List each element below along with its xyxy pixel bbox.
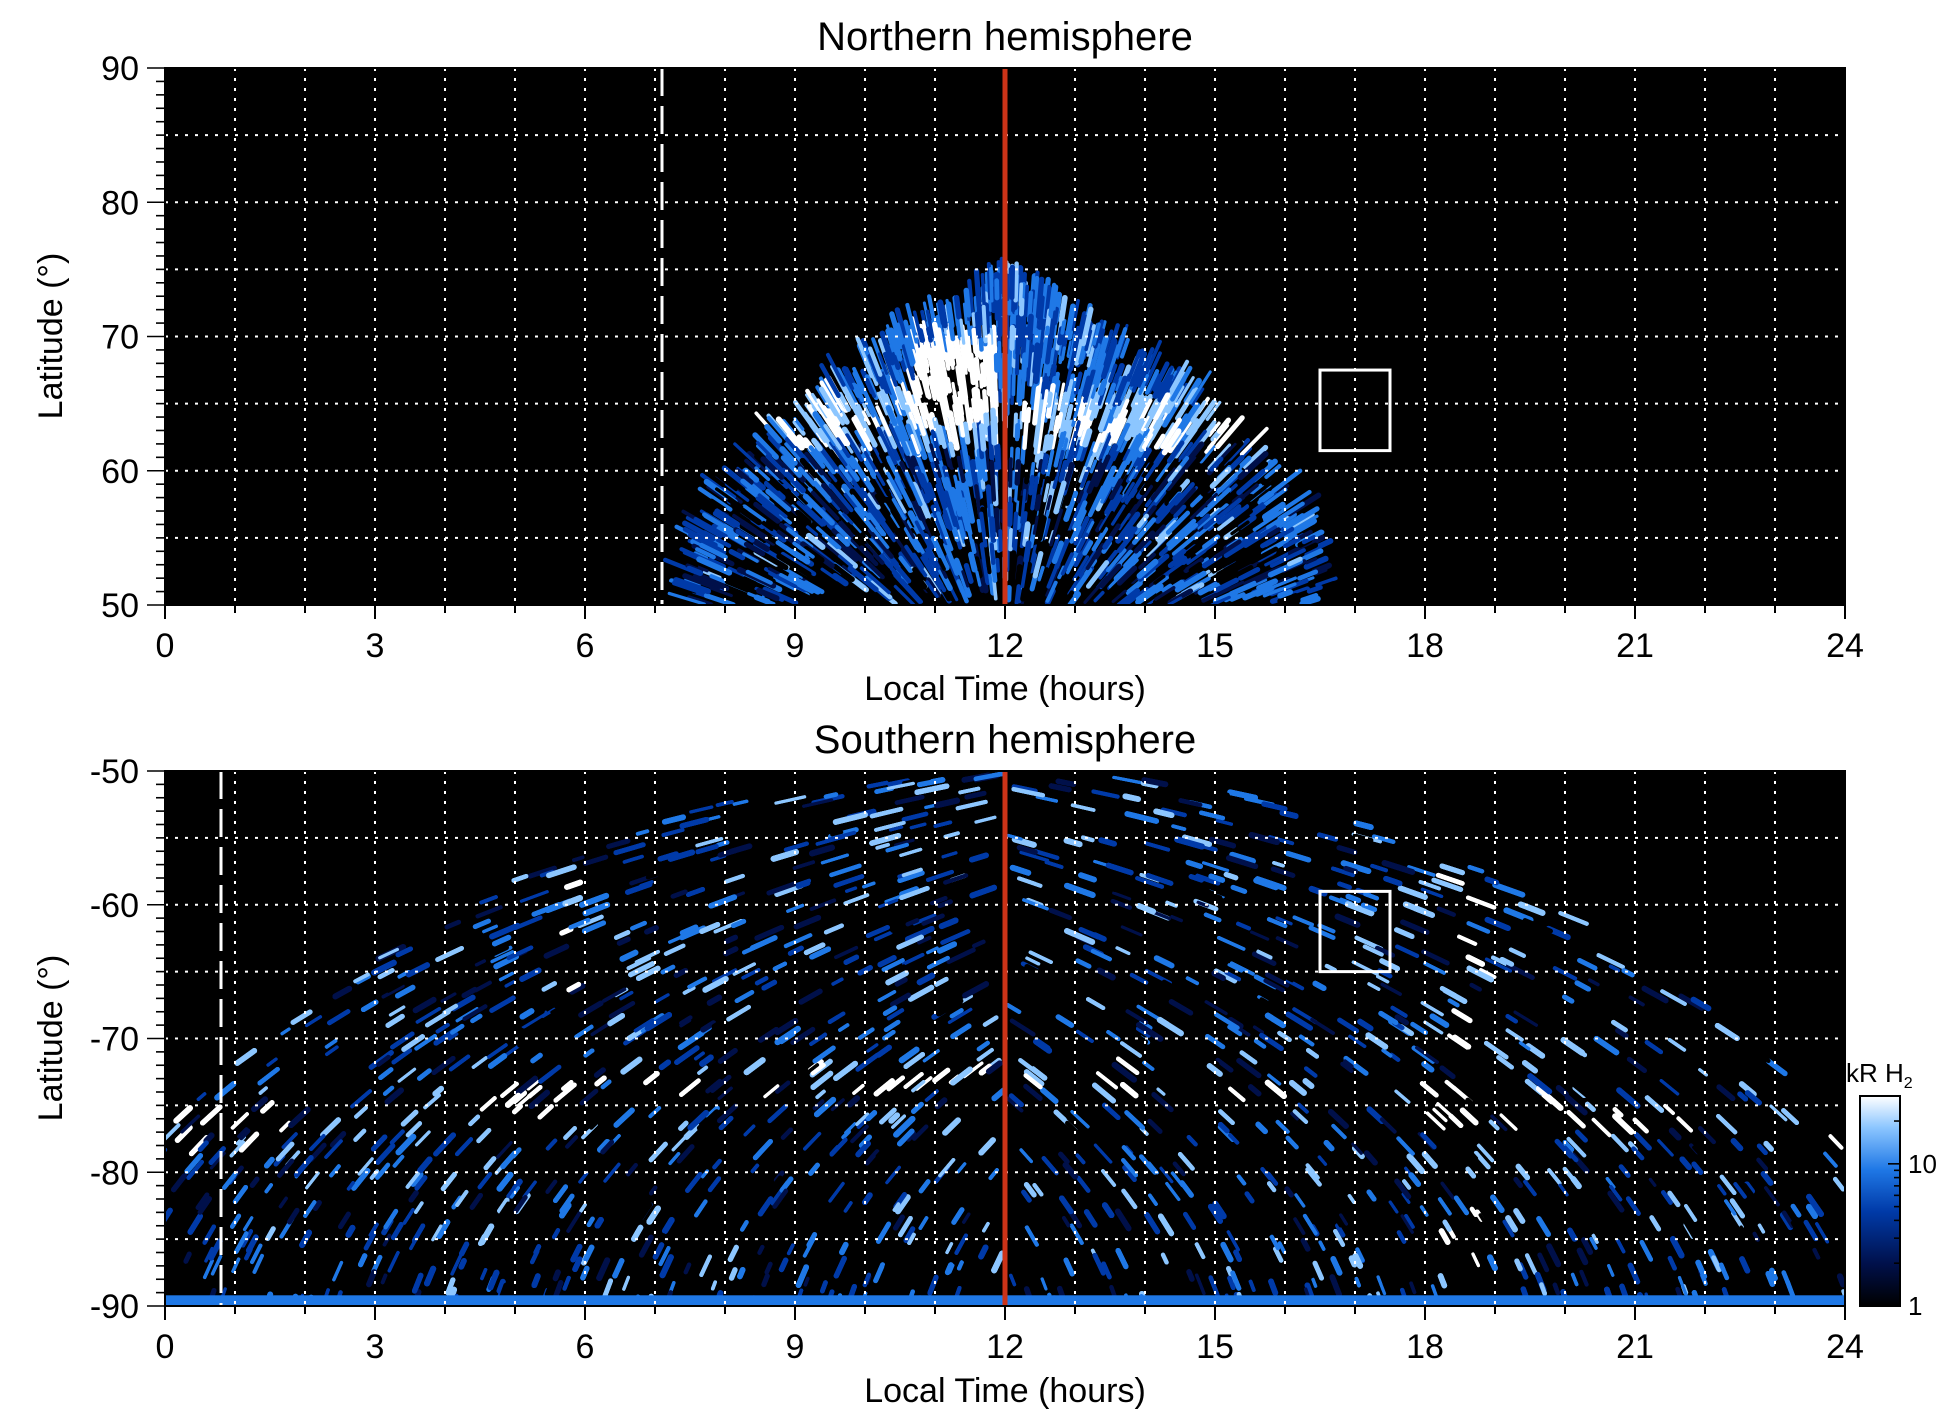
x-tick-label: 3: [366, 627, 385, 665]
x-tick-label: 24: [1826, 1328, 1864, 1366]
panel-south-ylabel: Latitude (°): [32, 955, 70, 1122]
panel-south-axes: 0 3 6 9 12 15 18 21 24 -90 -80 -70 -60 -50: [90, 753, 1864, 1366]
x-tick-label: 9: [786, 627, 805, 665]
panel-south-title: Southern hemisphere: [814, 718, 1196, 762]
x-tick-label: 15: [1196, 627, 1234, 665]
x-tick-label: 0: [156, 627, 175, 665]
panel-north-xlabel: Local Time (hours): [864, 670, 1146, 708]
x-tick-label: 9: [786, 1328, 805, 1366]
y-tick-label: -60: [90, 887, 139, 925]
colorbar-tick-label: 10: [1908, 1149, 1937, 1179]
x-tick-label: 6: [576, 1328, 595, 1366]
x-tick-label: 18: [1406, 1328, 1444, 1366]
y-tick-label: -70: [90, 1021, 139, 1059]
y-tick-label: 50: [101, 587, 139, 625]
panel-south: Southern hemisphere 0 3 6 9 12 15 18 21 24 -90 -80…: [32, 718, 1864, 1410]
panel-north-ylabel: Latitude (°): [32, 253, 70, 420]
y-tick-label: -90: [90, 1288, 139, 1326]
colorbar-label: kR H2: [1846, 1058, 1913, 1092]
x-tick-label: 24: [1826, 627, 1864, 665]
y-tick-label: -50: [90, 753, 139, 791]
panel-north-title: Northern hemisphere: [817, 15, 1193, 59]
colorbar-gradient: [1859, 1095, 1901, 1307]
panel-north-overlays: [660, 68, 1392, 605]
x-tick-label: 6: [576, 627, 595, 665]
colorbar-tick-label: 1: [1908, 1291, 1922, 1321]
panel-north-axes: 0 3 6 9 12 15 18 21 24 50 60 70 80 90: [101, 50, 1864, 665]
panel-north: Northern hemisphere 0 3 6 9 12 15 18 21 24 50 60 70…: [32, 15, 1864, 708]
y-tick-label: 80: [101, 184, 139, 222]
x-tick-label: 21: [1616, 1328, 1654, 1366]
region-box: [1318, 368, 1392, 453]
x-tick-label: 3: [366, 1328, 385, 1366]
x-tick-label: 12: [986, 1328, 1024, 1366]
x-tick-label: 18: [1406, 627, 1444, 665]
panel-north-heatmap: [661, 255, 1346, 605]
x-tick-label: 21: [1616, 627, 1654, 665]
x-tick-label: 0: [156, 1328, 175, 1366]
x-tick-label: 15: [1196, 1328, 1234, 1366]
y-tick-label: 70: [101, 319, 139, 357]
colorbar-ticks: 1 10: [1888, 1095, 1937, 1321]
panel-south-heatmap: [165, 771, 1845, 1306]
x-tick-label: 12: [986, 627, 1024, 665]
colorbar: kR H2 1 10: [1846, 1058, 1937, 1321]
region-box: [1318, 889, 1392, 974]
panel-south-xlabel: Local Time (hours): [864, 1372, 1146, 1410]
y-tick-label: 60: [101, 453, 139, 491]
y-tick-label: -80: [90, 1154, 139, 1192]
y-tick-label: 90: [101, 50, 139, 88]
panel-south-overlays: [219, 771, 1392, 1306]
